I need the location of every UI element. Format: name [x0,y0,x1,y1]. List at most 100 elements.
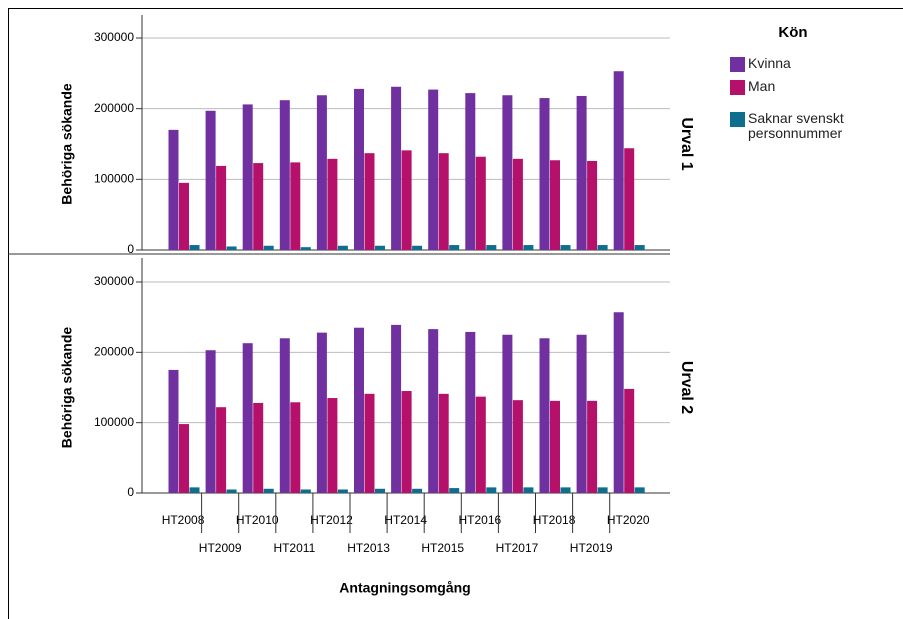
x-tick-label: HT2016 [458,513,501,527]
bar [327,158,338,250]
panel-label: Urval 1 [678,117,695,170]
bar [576,95,587,251]
x-tick-label: HT2013 [347,541,390,555]
bar [279,100,290,250]
x-tick-label: HT2015 [421,541,464,555]
y-tick-label: 0 [127,485,134,499]
y-tick-label: 300000 [94,30,134,44]
x-tick-label: HT2010 [236,513,279,527]
x-tick-label: HT2008 [162,513,205,527]
bar [226,246,237,250]
bar [300,247,311,250]
x-axis-title: Antagningsomgång [339,580,470,596]
bar [263,245,274,250]
bar [502,334,513,493]
x-tick-label: HT2012 [310,513,353,527]
bar [375,488,385,493]
bar [226,489,237,493]
legend-swatch [730,80,745,95]
bar [550,160,560,250]
bar [253,163,264,250]
legend-label: Man [748,78,776,94]
bar [597,245,608,250]
x-tick-label: HT2020 [607,513,650,527]
bar [300,489,311,493]
y-tick-label: 200000 [94,101,134,115]
bar [375,245,385,250]
bar [475,156,486,250]
bar [205,350,216,493]
bar [613,312,624,493]
bar [189,245,200,250]
bar [560,487,571,493]
bar [279,338,290,493]
bar [263,488,274,493]
bar [401,150,412,250]
bar [523,487,534,493]
bar [428,329,439,493]
bar [337,245,348,250]
bar [624,148,635,250]
bar [327,398,338,493]
bar [337,489,348,493]
x-tick-label: HT2014 [384,513,427,527]
bar [391,86,402,250]
y-tick-label: 100000 [94,172,134,186]
bar [179,182,189,250]
bar [634,245,645,250]
y-tick-label: 0 [127,242,134,256]
bar [354,327,364,493]
bar [205,110,216,250]
bar [475,396,486,493]
bar [412,488,423,493]
bar [597,487,608,493]
y-tick-label: 100000 [94,415,134,429]
bar [189,487,200,493]
bar [624,388,635,493]
bar [449,245,460,250]
bar [449,488,460,493]
panel-label: Urval 2 [678,361,695,414]
bar [550,400,560,493]
bar [576,334,587,493]
bar [354,88,364,250]
bar [512,158,523,250]
bar [253,402,264,493]
bar [316,95,327,251]
bar [560,245,571,250]
y-axis-title: Behöriga sökande [59,327,75,449]
bar [539,338,550,493]
bar [512,400,523,493]
legend-swatch [730,57,745,72]
bar [216,165,227,250]
bar [168,369,179,493]
x-tick-label: HT2018 [533,513,576,527]
bar [438,393,449,493]
bar [412,245,423,250]
bar [634,487,645,493]
legend-swatch [730,112,745,127]
bar [465,93,476,251]
bar [438,153,449,250]
bar [401,391,412,493]
bar [587,400,598,493]
bar [242,104,253,250]
bar [216,407,227,493]
y-axis-title: Behöriga sökande [59,83,75,205]
bar [290,162,301,250]
x-tick-label: HT2017 [496,541,539,555]
bar [290,402,301,493]
bar [242,343,253,493]
bar [316,332,327,493]
y-tick-label: 300000 [94,274,134,288]
bar [391,324,402,493]
legend-label: Saknar svenskt personnummer [748,110,844,141]
bar [486,245,497,250]
y-tick-label: 200000 [94,345,134,359]
bar [465,331,476,493]
legend-label: Kvinna [748,55,791,71]
bar [364,393,375,493]
x-tick-label: HT2009 [199,541,242,555]
bar [179,424,189,493]
